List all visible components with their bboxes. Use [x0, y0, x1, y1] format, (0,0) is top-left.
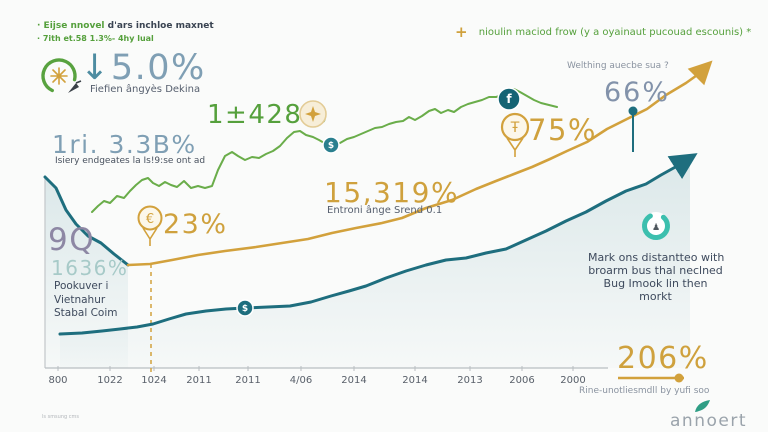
left-caption: Pookuver i Vietnahur Stabal Coim [54, 280, 117, 321]
note-line: Bug Imook lin then [603, 277, 708, 290]
svg-text:2014: 2014 [402, 375, 427, 386]
svg-text:$: $ [328, 141, 334, 151]
legend-text: nioulin maciod frow (y a oyainaut pucoua… [478, 27, 752, 38]
svg-text:2013: 2013 [457, 375, 482, 386]
note-line: Mark ons distantteo with [588, 251, 725, 264]
balloon-callout-value: 23% [163, 209, 228, 240]
down-arrow-icon: ↓ [80, 48, 111, 88]
svg-text:2014: 2014 [341, 375, 366, 386]
coin-icon [299, 100, 327, 128]
svg-text:f: f [506, 92, 512, 106]
compass-icon [41, 58, 77, 94]
bullet-1-dark: d'ars inchloe maxnet [107, 21, 214, 31]
balloon-glyph-2: Ŧ [510, 120, 520, 136]
gold-206-value: 206% [617, 341, 709, 376]
balloon-icon-2: Ŧ [500, 112, 530, 157]
kpi-main-label: Fiefien ângyès Dekina [90, 84, 201, 95]
plus-icon: + [455, 23, 468, 41]
welthing-label: Welthing auecbe sua ? [567, 61, 669, 71]
svg-text:1022: 1022 [97, 375, 122, 386]
note-line: broarm bus thal neclned [588, 264, 723, 277]
welthing-value: 66% [604, 77, 671, 108]
left-value-1: 9Q [48, 222, 96, 258]
kpi-main: ↓5.0% [80, 48, 206, 88]
pen-icon [68, 80, 82, 93]
kpi2-label: Isiery endgeates la Is!9:se ont ad [55, 156, 206, 166]
left-caption-line: Pookuver i [54, 280, 109, 292]
brand-logo: annoert [670, 411, 747, 431]
bullet-line-1: · Eijse nnovel d'ars inchloe maxnet [37, 21, 214, 31]
swirl-glyph: ♟ [652, 223, 660, 233]
leaf-icon [695, 400, 710, 412]
note-line: morkt [639, 290, 672, 303]
svg-text:2000: 2000 [560, 375, 585, 386]
svg-text:2006: 2006 [509, 375, 534, 386]
gold-206-label: Rine-unotliesmdll by yufi soo [579, 386, 710, 396]
svg-text:$: $ [242, 304, 248, 314]
balloon-icon: € [137, 205, 163, 246]
svg-text:800: 800 [48, 375, 67, 386]
fine-print: ls smsung cms [42, 414, 79, 420]
svg-text:4/06: 4/06 [290, 375, 312, 386]
kpi-main-value: 5.0% [110, 48, 206, 88]
gold-big-label: Entroni ânge Srend 0.1 [327, 205, 443, 216]
gold-75-value: 75% [528, 113, 597, 147]
bullet-1-green: · Eijse nnovel [37, 21, 108, 31]
svg-text:2011: 2011 [235, 375, 260, 386]
gold-big-value: 15,319% [324, 176, 460, 209]
refresh-swirl-icon: ♟ [642, 212, 670, 240]
left-caption-line: Stabal Coim [54, 307, 118, 319]
left-caption-line: Vietnahur [54, 293, 106, 306]
svg-text:2011: 2011 [186, 375, 211, 386]
note-block: Mark ons distantteo with broarm bus thal… [588, 251, 725, 303]
bullet-line-2: · 7ith et.58 1.3%- 4hy lual [37, 34, 154, 43]
balloon-glyph: € [146, 212, 154, 227]
kpi2-value: 1ri. 3.3B% [52, 130, 197, 159]
legend-line: + nioulin maciod frow (y a oyainaut puco… [455, 23, 751, 41]
left-value-2: 1636% [51, 256, 129, 280]
svg-text:1024: 1024 [141, 375, 166, 386]
